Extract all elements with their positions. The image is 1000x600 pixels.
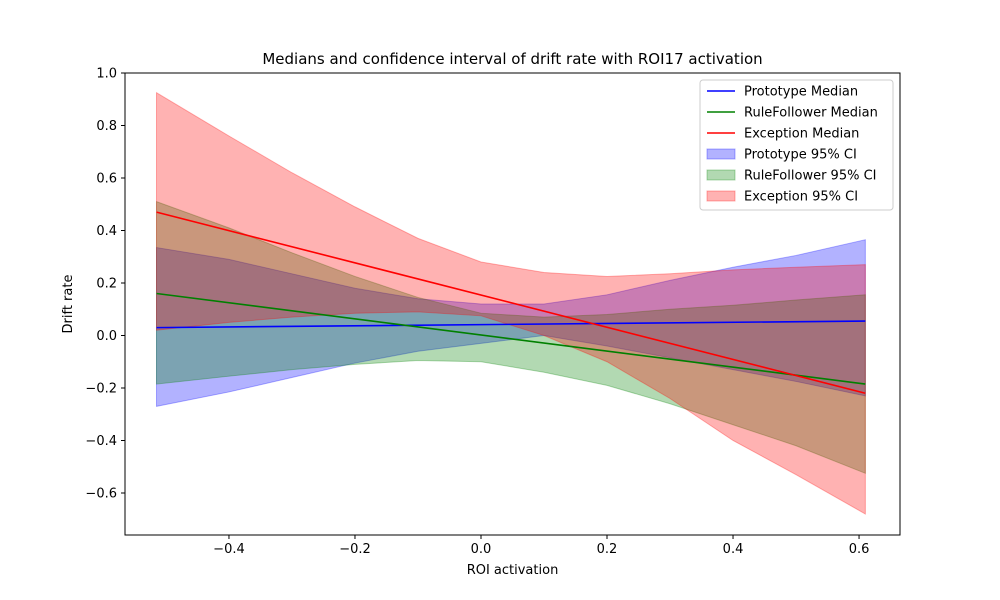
- rulefollower-95-ci-band: [156, 200, 866, 475]
- x-tick-label: 0.2: [597, 542, 618, 557]
- chart-title: Medians and confidence interval of drift…: [262, 50, 762, 68]
- x-tick-label: −0.4: [213, 542, 245, 557]
- x-tick-label: 0.6: [849, 542, 870, 557]
- exception-median-line: [156, 211, 866, 395]
- x-axis-label: ROI activation: [467, 563, 559, 578]
- legend-label: Exception Median: [744, 127, 859, 142]
- y-tick-label: 0.2: [96, 277, 117, 292]
- legend-band-swatch: [706, 169, 736, 181]
- y-tick-label: 1.0: [96, 67, 117, 82]
- legend-item-prototype-95-ci: Prototype 95% CI: [706, 148, 857, 163]
- y-axis-ticks: −0.6 −0.4 −0.2 0.0 0.2 0.4 0.6 0.8 1.0: [85, 67, 125, 502]
- legend-item-prototype-median: Prototype Median: [707, 85, 858, 100]
- legend-item-rulefollower-95-ci: RuleFollower 95% CI: [706, 169, 877, 184]
- legend-box: [699, 79, 894, 211]
- legend-label: RuleFollower 95% CI: [744, 169, 877, 184]
- prototype-95-ci-band: [156, 239, 866, 407]
- median-lines: [156, 211, 866, 395]
- legend-item-exception-median: Exception Median: [707, 127, 859, 142]
- x-axis-ticks: −0.4 −0.2 0.0 0.2 0.4 0.6: [213, 535, 869, 557]
- legend-label: Prototype Median: [744, 85, 858, 100]
- prototype-median-line: [156, 320, 866, 329]
- x-tick-label: −0.2: [339, 542, 371, 557]
- y-tick-label: 0.0: [96, 329, 117, 344]
- axes-frame: [124, 72, 901, 536]
- legend-label: Exception 95% CI: [744, 190, 858, 205]
- y-tick-label: 0.6: [96, 172, 117, 187]
- legend-item-rulefollower-median: RuleFollower Median: [707, 106, 878, 121]
- legend: Prototype Median RuleFollower Median Excep…: [699, 79, 894, 211]
- legend-item-exception-95-ci: Exception 95% CI: [706, 190, 858, 205]
- rulefollower-median-line: [156, 292, 866, 385]
- y-tick-label: 0.4: [96, 224, 117, 239]
- y-tick-label: −0.6: [85, 487, 117, 502]
- y-tick-label: −0.2: [85, 382, 117, 397]
- y-tick-label: 0.8: [96, 119, 117, 134]
- y-axis-label: Drift rate: [61, 275, 76, 334]
- legend-label: RuleFollower Median: [744, 106, 878, 121]
- x-tick-label: 0.4: [723, 542, 744, 557]
- legend-band-swatch: [706, 190, 736, 202]
- x-tick-label: 0.0: [471, 542, 492, 557]
- legend-band-swatch: [706, 148, 736, 160]
- y-tick-label: −0.4: [85, 434, 117, 449]
- legend-label: Prototype 95% CI: [744, 148, 857, 163]
